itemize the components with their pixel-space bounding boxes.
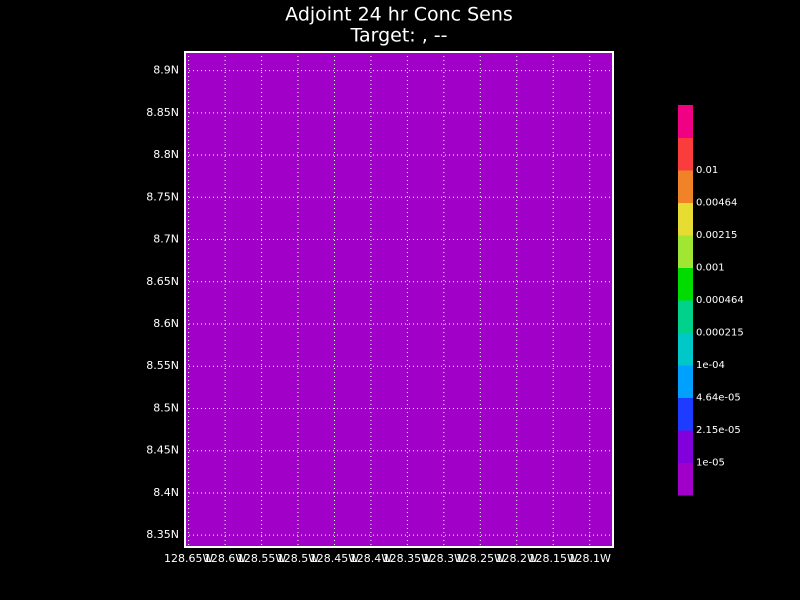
colorbar-segment: [678, 365, 693, 398]
colorbar-label: 2.15e-05: [696, 425, 741, 436]
y-tick-label: 8.6N: [153, 317, 179, 330]
y-tick-label: 8.65N: [146, 275, 179, 288]
x-tick-label: 128.25W: [456, 552, 505, 565]
colorbar-label: 0.00215: [696, 230, 737, 241]
colorbar-label: 0.00464: [696, 198, 737, 209]
colorbar-segment: [678, 430, 693, 463]
x-tick-label: 128.55W: [237, 552, 286, 565]
colorbar-label: 1e-05: [696, 458, 725, 469]
y-tick-label: 8.75N: [146, 190, 179, 203]
colorbar-segment: [678, 235, 693, 268]
y-tick-label: 8.7N: [153, 233, 179, 246]
colorbar-label: 0.000464: [696, 295, 744, 306]
y-tick-label: 8.9N: [153, 64, 179, 77]
x-tick-label: 128.1W: [568, 552, 610, 565]
colorbar-label: 4.64e-05: [696, 393, 741, 404]
y-tick-label: 8.45N: [146, 444, 179, 457]
y-tick-label: 8.8N: [153, 148, 179, 161]
colorbar-segment: [678, 105, 693, 138]
colorbar-segment: [678, 300, 693, 333]
x-tick-label: 128.15W: [529, 552, 578, 565]
chart-subtitle: Target: , --: [349, 25, 447, 47]
x-tick-label: 128.4W: [350, 552, 392, 565]
x-tick-label: 128.35W: [383, 552, 432, 565]
y-tick-label: 8.35N: [146, 528, 179, 541]
plot-frame: [184, 51, 614, 548]
x-tick-label: 128.65W: [164, 552, 213, 565]
x-tick-label: 128.45W: [310, 552, 359, 565]
x-tick-label: 128.5W: [277, 552, 319, 565]
colorbar-label: 0.001: [696, 263, 725, 274]
colorbar-segment: [678, 202, 693, 236]
colorbar-segment: [678, 137, 693, 171]
y-tick-label: 8.4N: [153, 486, 179, 499]
field-fill: [185, 52, 613, 547]
y-tick-label: 8.55N: [146, 359, 179, 372]
x-tick-label: 128.2W: [496, 552, 538, 565]
colorbar-label: 1e-04: [696, 360, 725, 371]
y-tick-label: 8.85N: [146, 106, 179, 119]
colorbar-segment: [678, 267, 693, 301]
colorbar-segment: [678, 397, 693, 431]
colorbar-segment: [678, 332, 693, 366]
chart-title: Adjoint 24 hr Conc Sens: [285, 4, 513, 26]
colorbar-label: 0.000215: [696, 328, 744, 339]
x-tick-label: 128.6W: [204, 552, 246, 565]
colorbar-label: 0.01: [696, 165, 718, 176]
colorbar-segment: [678, 462, 693, 496]
colorbar-segment: [678, 170, 693, 203]
x-tick-label: 128.3W: [423, 552, 465, 565]
y-tick-label: 8.5N: [153, 401, 179, 414]
